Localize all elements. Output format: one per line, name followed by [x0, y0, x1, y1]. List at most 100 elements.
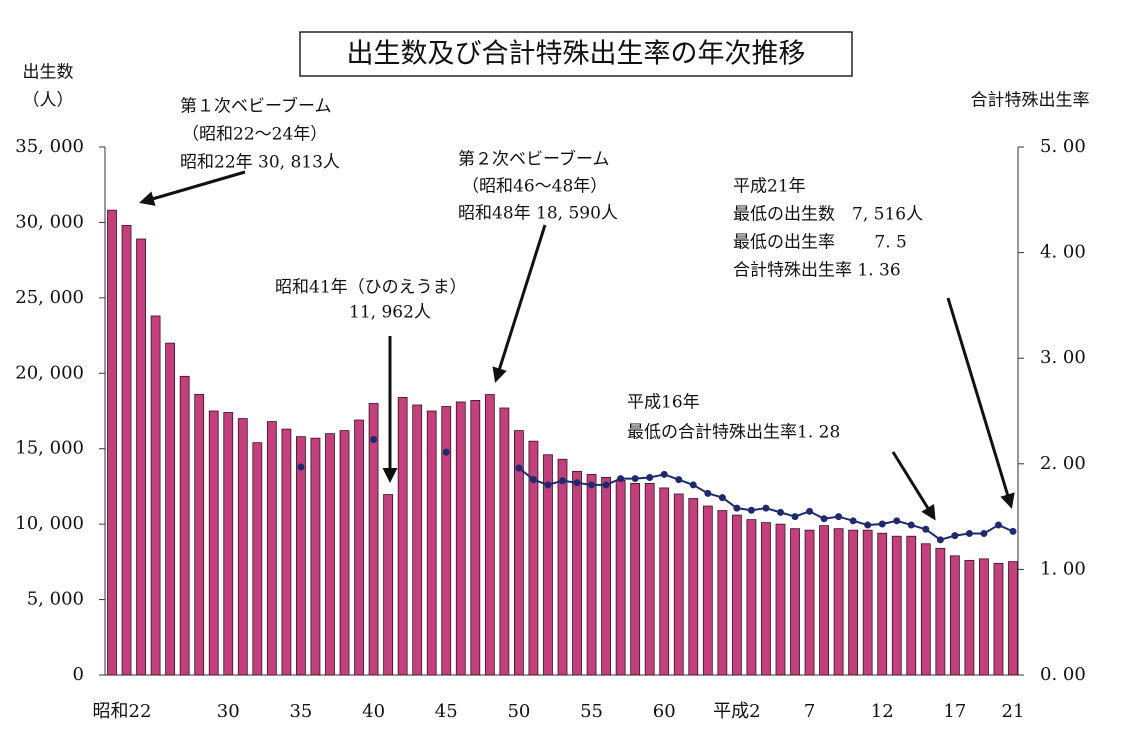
x-tick-label: 17 [943, 701, 966, 722]
bar [136, 238, 146, 676]
rate-point [747, 506, 755, 514]
y2-tick-label: 2. 00 [1040, 453, 1086, 474]
bar [194, 394, 205, 676]
bar [339, 430, 350, 676]
bar [761, 522, 771, 676]
bar [514, 430, 524, 676]
rate-point [951, 532, 959, 540]
bar [121, 225, 132, 676]
rate-point [718, 494, 726, 502]
rate-point [631, 475, 639, 483]
y2-tick-label: 1. 00 [1040, 558, 1086, 579]
y-tick-label: 10, 000 [15, 513, 84, 534]
rate-point [776, 508, 784, 516]
bar [208, 410, 219, 676]
annotation: 平成21年 [733, 177, 806, 197]
title-box [299, 31, 853, 77]
bar [383, 494, 394, 676]
bar [819, 525, 829, 676]
bar [310, 437, 321, 676]
x-tick-label: 50 [507, 701, 530, 722]
rate-point [820, 515, 828, 523]
rate-point [806, 507, 814, 515]
rate-point [835, 513, 843, 521]
arrow [139, 170, 246, 206]
rate-point [675, 476, 683, 484]
x-tick-label: 昭和22 [93, 701, 152, 722]
bar [426, 410, 437, 676]
rate-point [588, 481, 596, 489]
bar [107, 209, 117, 676]
bar [543, 454, 553, 676]
bar [630, 483, 641, 676]
bar [717, 510, 728, 676]
rate-point [849, 517, 857, 525]
rate-point [1009, 527, 1017, 535]
bar [659, 487, 670, 676]
bar [775, 523, 786, 676]
bar [731, 514, 742, 676]
bar [252, 442, 263, 676]
bar [455, 401, 466, 676]
rate-point [791, 513, 799, 521]
rate-point [893, 517, 901, 525]
arrow [492, 224, 547, 383]
annotation: 最低の出生数 7, 516人 [733, 205, 923, 225]
bar [484, 394, 495, 676]
bar [368, 403, 379, 676]
y-axis-label: （人） [23, 91, 74, 111]
bar [223, 412, 234, 676]
rate-point [617, 475, 625, 483]
chart-title: 出生数及び合計特殊出生率の年次推移 [347, 39, 806, 70]
rate-point [370, 436, 378, 444]
bar [891, 535, 902, 676]
bar [325, 433, 335, 676]
annotation: 最低の出生率 7. 5 [733, 233, 907, 253]
bar [833, 528, 844, 676]
x-tick-label: 35 [289, 701, 312, 722]
bar [615, 479, 626, 676]
rate-point [544, 481, 552, 489]
arrows [139, 170, 1015, 521]
rate-point [704, 489, 712, 497]
bar [935, 547, 946, 676]
bar [412, 404, 423, 676]
annotation: 第１次ベビーブーム [180, 96, 331, 117]
bar [746, 519, 757, 676]
y-tick-label: 0 [73, 664, 84, 685]
bar [557, 458, 568, 676]
bar [354, 419, 364, 676]
rate-point [965, 529, 973, 537]
bar [673, 493, 684, 676]
y-tick-label: 30, 000 [15, 211, 84, 232]
annotation: 昭和41年（ひのえうま） [275, 278, 467, 298]
x-tick-label: 45 [435, 701, 458, 722]
rate-point [733, 504, 741, 512]
rate-point [646, 474, 654, 482]
bar [877, 532, 888, 676]
bar [281, 428, 292, 676]
rate-point [573, 479, 581, 487]
y-tick-label: 35, 000 [15, 136, 84, 157]
rate-point [922, 525, 930, 533]
x-tick-label: 平成2 [713, 701, 760, 722]
rate-point [762, 504, 770, 512]
bar [702, 505, 713, 676]
annotation: 昭和48年 18, 590人 [458, 204, 618, 224]
rate-point [689, 481, 697, 489]
bar [572, 470, 582, 676]
annotation: 第２次ベビーブーム [458, 149, 609, 170]
annotation: 合計特殊出生率 1. 36 [733, 261, 901, 281]
bar [179, 375, 190, 676]
annotation: 平成16年 [627, 393, 700, 413]
bar [586, 473, 597, 676]
bar [441, 406, 452, 676]
annotation: 最低の合計特殊出生率1. 28 [627, 423, 840, 443]
rate-point [602, 481, 610, 489]
y2-axis-label: 合計特殊出生率 [971, 91, 1090, 111]
bar [296, 436, 306, 676]
x-tick-label: 7 [804, 701, 815, 722]
bar [601, 476, 611, 676]
annotation: 11, 962人 [349, 303, 431, 323]
